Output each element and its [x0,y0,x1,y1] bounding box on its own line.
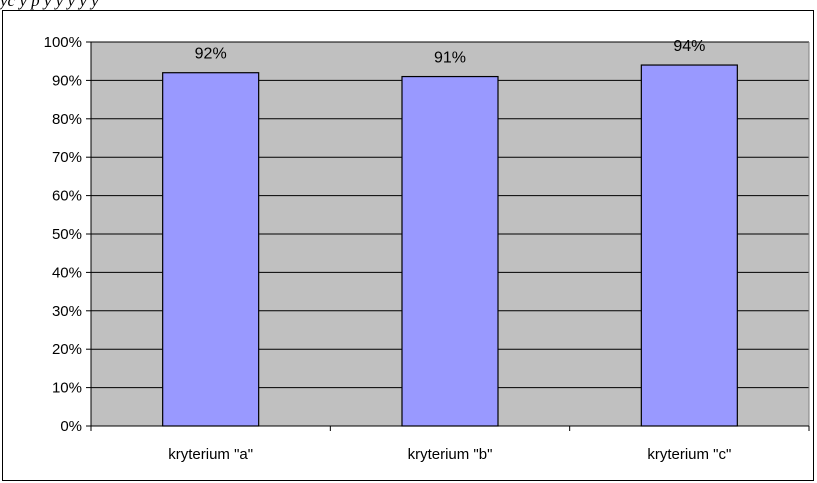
y-tick-label: 70% [52,149,82,166]
data-label: 94% [673,38,705,55]
x-axis-ticks: kryterium "a" kryterium "b" kryterium "c" [90,426,810,463]
y-tick-label: 40% [52,264,82,281]
y-tick-label: 0% [60,418,82,435]
y-tick-label: 80% [52,111,82,128]
truncated-caption-text: yc y p y y y y y [0,0,99,10]
bar [640,64,738,427]
x-category-label: kryterium "c" [647,446,731,463]
bar [162,72,260,427]
x-category-label: kryterium "a" [168,446,253,463]
y-tick-label: 60% [52,188,82,205]
data-label: 91% [434,50,466,67]
y-tick-label: 10% [52,380,82,397]
data-label: 92% [195,46,227,63]
y-tick-label: 100% [44,34,82,51]
y-tick-label: 20% [52,341,82,358]
bar [401,75,499,427]
y-tick-label: 90% [52,72,82,89]
x-category-label: kryterium "b" [408,446,493,463]
bars [162,64,738,427]
y-axis-ticks: 0% 10% 20% 30% 40% 50% 60% 70% 80% 90% 100% [44,34,91,435]
data-labels: 92% 91% 94% [195,38,706,67]
y-tick-label: 50% [52,226,82,243]
y-tick-label: 30% [52,303,82,320]
